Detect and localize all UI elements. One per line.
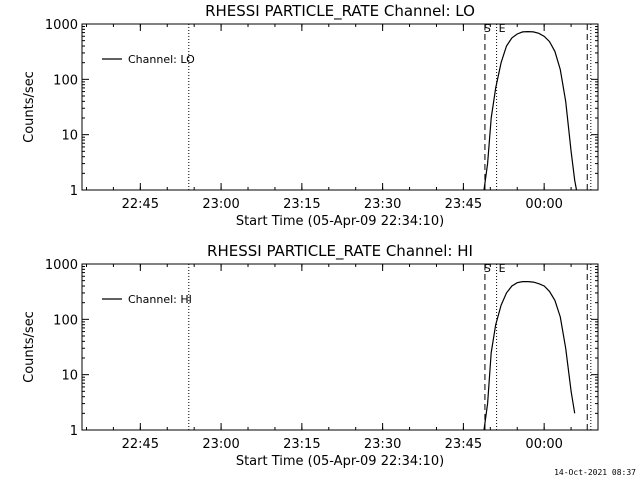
y-tick-label: 10 [61,129,78,144]
y-tick-label: 1 [70,184,78,199]
series-line [483,30,578,191]
chart-title: RHESSI PARTICLE_RATE Channel: LO [205,2,475,21]
x-tick-label: 00:00 [525,437,562,452]
end-marker: E [499,262,506,275]
y-tick-label: 1000 [45,258,78,273]
start-marker: S [484,262,491,275]
x-tick-label: 23:30 [364,197,401,212]
series-line [483,281,576,431]
legend-label: Channel: HI [128,293,192,306]
chart-title: RHESSI PARTICLE_RATE Channel: HI [207,242,473,261]
x-axis-label: Start Time (05-Apr-09 22:34:10) [236,454,444,469]
x-tick-label: 23:45 [445,197,482,212]
x-tick-label: 23:30 [364,437,401,452]
x-tick-label: 23:00 [202,437,239,452]
y-tick-label: 1 [70,424,78,439]
legend-label: Channel: LO [128,53,195,66]
y-axis-label: Counts/sec [22,71,37,143]
end-marker: E [499,22,506,35]
plot-frame [81,23,599,191]
y-tick-label: 100 [53,73,78,88]
y-axis-label: Counts/sec [22,311,37,383]
x-tick-label: 23:00 [202,197,239,212]
x-tick-label: 23:15 [283,197,320,212]
y-tick-label: 100 [53,313,78,328]
x-tick-label: 23:45 [445,437,482,452]
y-tick-label: 10 [61,369,78,384]
x-axis-label: Start Time (05-Apr-09 22:34:10) [236,214,444,229]
y-tick-label: 1000 [45,18,78,33]
start-marker: S [484,22,491,35]
plot-frame [81,263,599,431]
x-tick-label: 00:00 [525,197,562,212]
x-tick-label: 23:15 [283,437,320,452]
footer-timestamp: 14-Oct-2021 08:37 [554,468,636,477]
x-tick-label: 22:45 [122,197,159,212]
x-tick-label: 22:45 [122,437,159,452]
